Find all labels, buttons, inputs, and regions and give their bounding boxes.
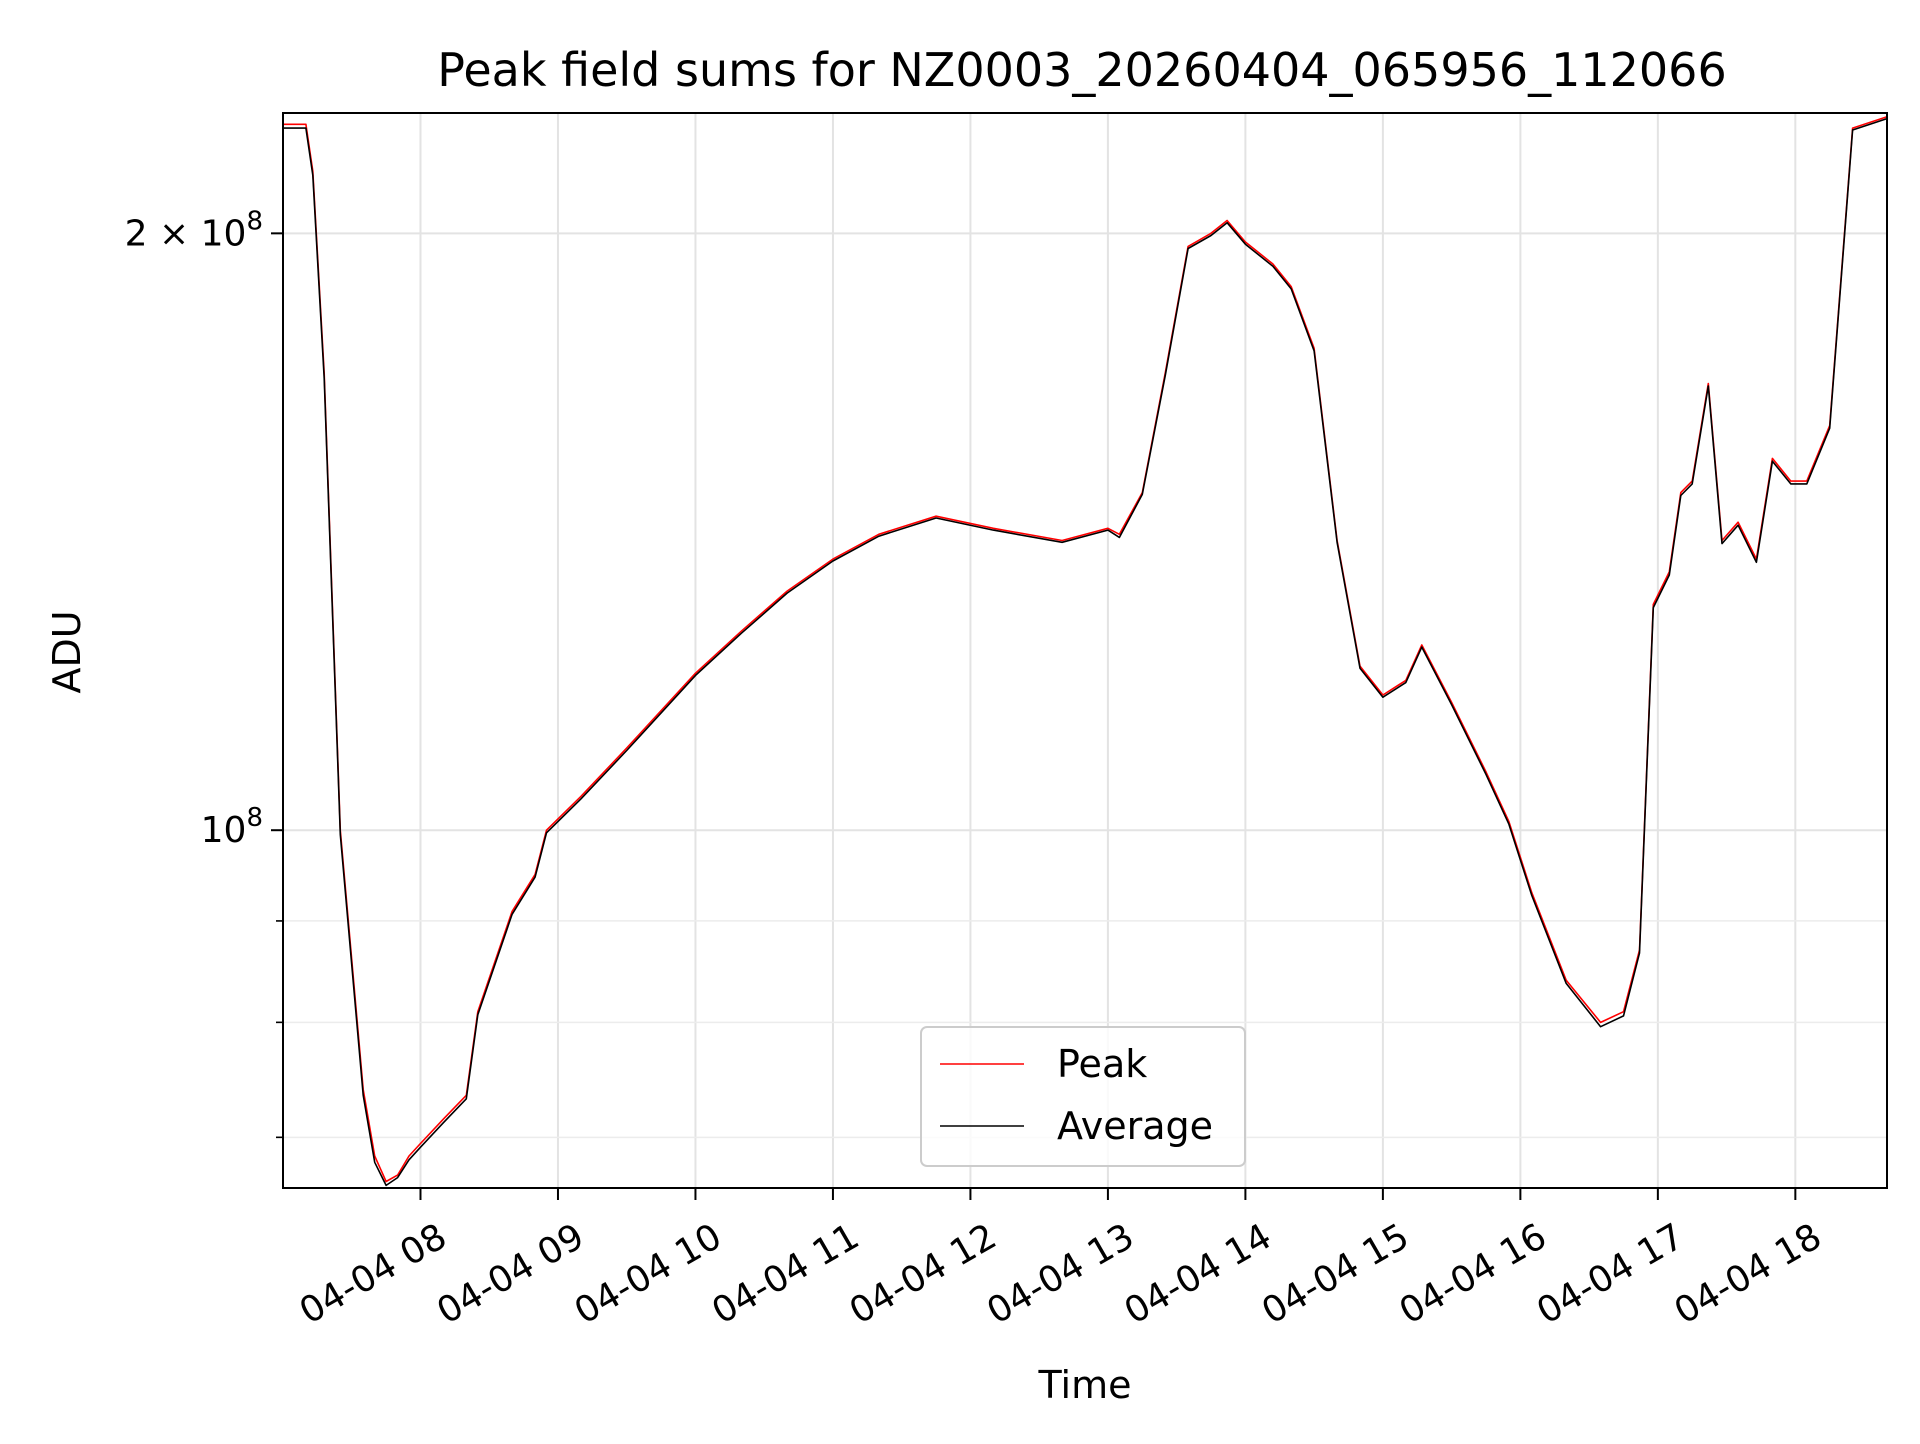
x-axis-label: Time	[1038, 1363, 1132, 1407]
series-line-peak	[283, 116, 1888, 1183]
plot-frame	[282, 112, 1888, 1189]
y-axis: 108 2 × 108	[125, 206, 283, 1139]
legend-box	[920, 1026, 1246, 1167]
y-tick-label: 108	[201, 803, 263, 851]
chart-title: Peak field sums for NZ0003_20260404_0659…	[437, 43, 1726, 97]
legend: Peak Average	[920, 1026, 1246, 1167]
legend-average-label: Average	[1057, 1104, 1213, 1148]
y-axis-label: ADU	[45, 610, 89, 693]
legend-peak-label: Peak	[1057, 1042, 1147, 1086]
y-tick-label: 2 × 108	[125, 206, 263, 254]
series-line-average	[283, 117, 1888, 1187]
series-layer	[283, 116, 1888, 1187]
